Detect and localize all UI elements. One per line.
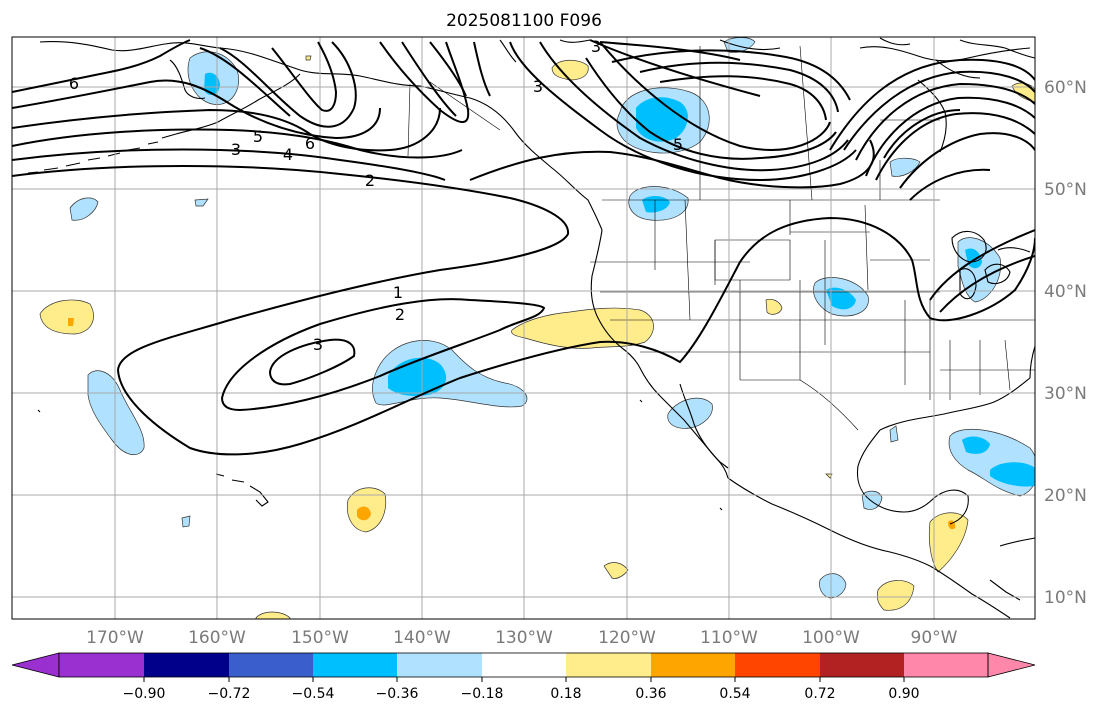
colorbar-tick-label: 0.72 <box>804 686 835 702</box>
colorbar-ticks <box>143 677 905 682</box>
shaded-negative-strong <box>204 72 1035 487</box>
lon-label: 90°W <box>911 628 958 648</box>
contour-label: 2 <box>395 305 405 324</box>
colorbar-segment <box>144 653 229 677</box>
contour-label: 5 <box>673 135 683 154</box>
contour-label: 3 <box>533 77 543 96</box>
colorbar-segment <box>313 653 397 677</box>
map-frame <box>11 36 1036 620</box>
colorbar-segment <box>482 653 566 677</box>
lat-label: 10°N <box>1044 588 1087 608</box>
lat-label: 20°N <box>1044 486 1087 506</box>
colorbar-extend-max <box>987 652 1036 678</box>
lat-label: 40°N <box>1044 282 1087 302</box>
colorbar-tick-label: −0.36 <box>376 686 419 702</box>
shaded-positive-strong <box>68 318 956 530</box>
lat-label: 50°N <box>1044 180 1087 200</box>
contour-label: 6 <box>305 134 315 153</box>
contour-label: 5 <box>253 127 263 146</box>
lon-label: 150°W <box>291 628 349 648</box>
contour-label: 3 <box>591 37 601 56</box>
lon-label: 140°W <box>393 628 451 648</box>
lon-label: 110°W <box>700 628 758 648</box>
colorbar-tick-label: 0.18 <box>550 686 581 702</box>
colorbar-segment <box>566 653 651 677</box>
colorbar-tick-label: −0.90 <box>123 686 166 702</box>
colorbar: −0.90 −0.72 −0.54 −0.36 −0.18 0.18 0.36 … <box>11 652 1036 702</box>
lon-label: 100°W <box>802 628 860 648</box>
longitude-labels: 170°W 160°W 150°W 140°W 130°W 120°W 110°… <box>86 628 958 648</box>
colorbar-segment <box>397 653 482 677</box>
map-title: 2025081100 F096 <box>446 11 602 31</box>
colorbar-tick-label: 0.54 <box>719 686 750 702</box>
colorbar-tick-label: −0.72 <box>208 686 251 702</box>
colorbar-tick-label: −0.18 <box>461 686 504 702</box>
contour-label: 6 <box>69 74 79 93</box>
colorbar-tick-label: −0.54 <box>292 686 335 702</box>
contour-label: 3 <box>313 335 323 354</box>
colorbar-tick-label: 0.36 <box>635 686 666 702</box>
contour-label: 3 <box>231 140 241 159</box>
colorbar-frame <box>58 652 989 678</box>
lon-label: 160°W <box>188 628 246 648</box>
contour-label: 1 <box>393 283 403 302</box>
colorbar-tick-label: 0.90 <box>888 686 919 702</box>
colorbar-segment <box>904 653 988 677</box>
colorbar-extend-min <box>11 652 60 678</box>
political-borders <box>407 45 1035 431</box>
lon-label: 130°W <box>495 628 553 648</box>
map-panel: 6 5 6 4 3 2 3 3 5 1 2 3 <box>11 36 1036 620</box>
colorbar-segment <box>735 653 820 677</box>
lat-label: 60°N <box>1044 78 1087 98</box>
colorbar-segment <box>820 653 904 677</box>
lon-label: 120°W <box>598 628 656 648</box>
contour-labels: 6 5 6 4 3 2 3 3 5 1 2 3 <box>69 37 683 354</box>
lat-label: 30°N <box>1044 384 1087 404</box>
contour-label: 4 <box>283 145 293 164</box>
contour-label: 2 <box>365 171 375 190</box>
lon-label: 170°W <box>86 628 144 648</box>
contour-lines <box>12 39 1035 456</box>
colorbar-segment <box>229 653 313 677</box>
colorbar-segment <box>651 653 735 677</box>
latitude-labels: 60°N 50°N 40°N 30°N 20°N 10°N <box>1044 78 1087 608</box>
gridlines <box>12 37 1035 619</box>
colorbar-segment <box>59 653 144 677</box>
